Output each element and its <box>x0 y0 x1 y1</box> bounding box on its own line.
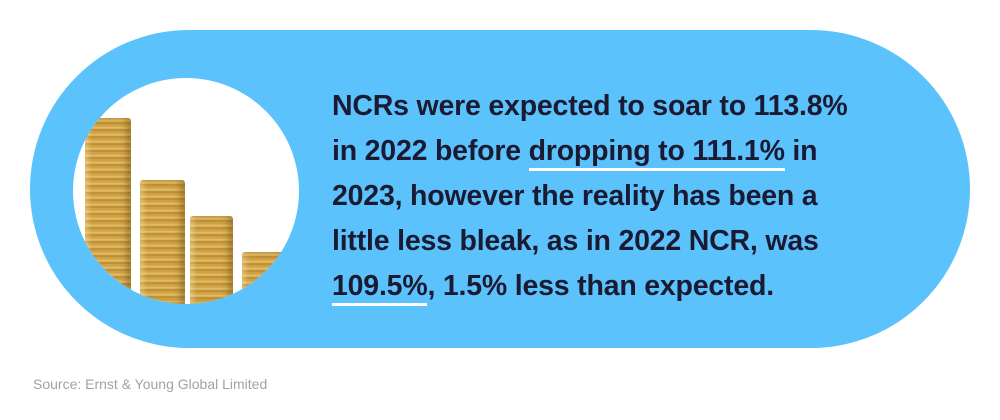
text-segment: , 1.5% less than expected. <box>427 270 774 302</box>
statement-line: in 2022 before dropping to 111.1% in <box>332 129 952 174</box>
statement-line: NCRs were expected to soar to 113.8% <box>332 90 848 122</box>
statement-text: NCRs were expected to soar to 113.8% in … <box>332 84 952 309</box>
coin-stack-4 <box>242 252 285 304</box>
statement-line: 109.5%, 1.5% less than expected. <box>332 264 952 309</box>
coin-stack-3 <box>190 216 233 304</box>
text-segment: in <box>784 135 818 167</box>
coin-stacks-image <box>73 78 299 304</box>
text-segment: in 2022 before <box>332 135 529 167</box>
coin-stack-1 <box>85 118 131 304</box>
source-note: Source: Ernst & Young Global Limited <box>33 376 268 392</box>
highlighted-value: dropping to 111.1% <box>528 135 785 171</box>
highlighted-value: 109.5% <box>332 270 428 306</box>
statement-line: 2023, however the reality has been a <box>332 180 818 212</box>
coin-stack-2 <box>140 180 185 304</box>
statement-line: little less bleak, as in 2022 NCR, was <box>332 225 819 257</box>
